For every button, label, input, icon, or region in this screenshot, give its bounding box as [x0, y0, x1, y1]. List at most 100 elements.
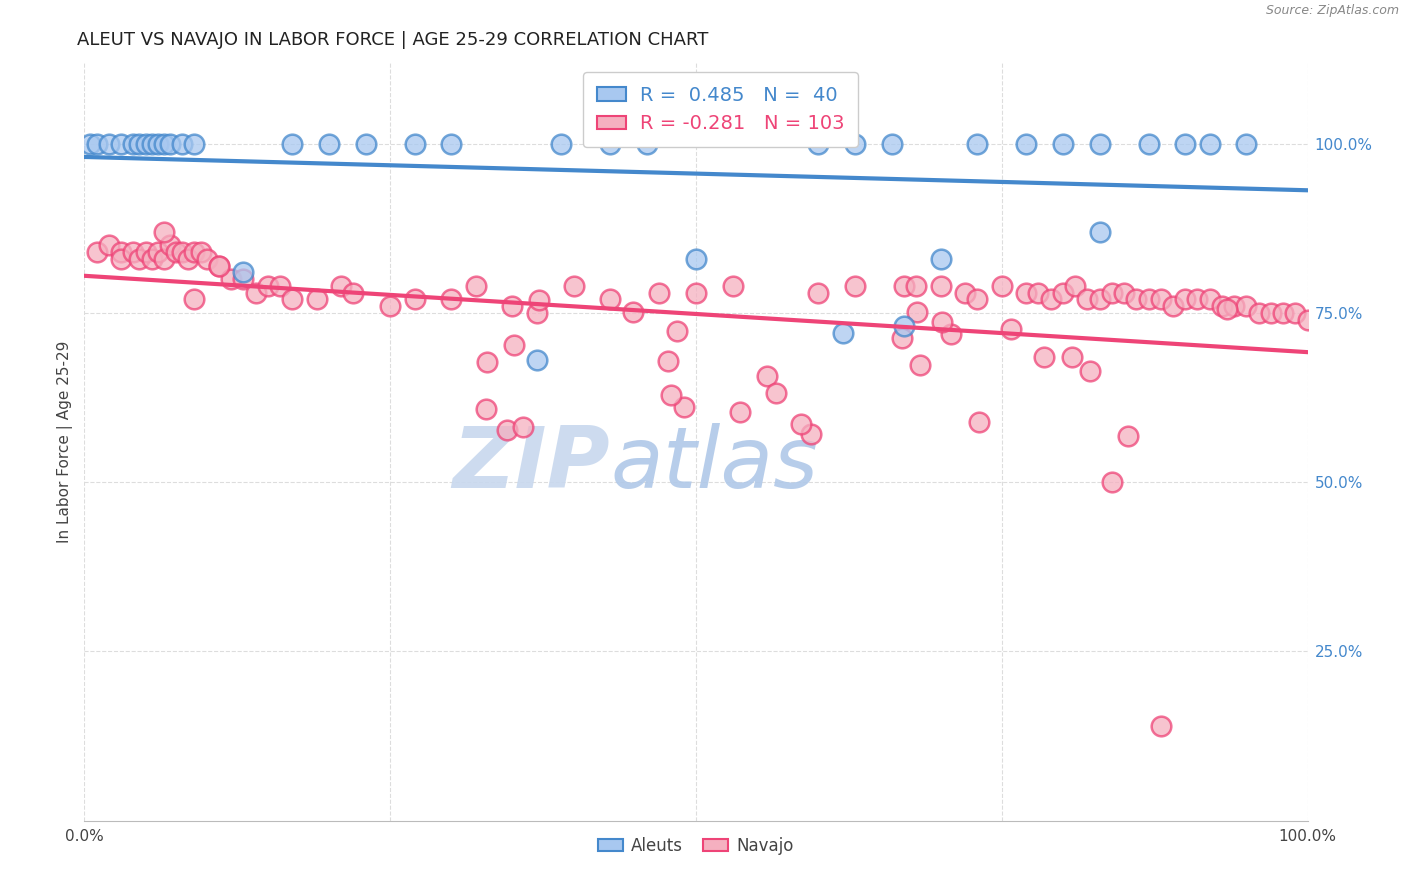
Point: [963, 310, 986, 325]
Point: [1028, 285, 1050, 300]
Point: [183, 293, 205, 307]
Text: atlas: atlas: [610, 423, 818, 506]
Point: [1247, 306, 1270, 320]
Point: [1125, 293, 1147, 307]
Point: [749, 355, 772, 369]
Point: [281, 293, 304, 307]
Point: [1260, 306, 1282, 320]
Point: [980, 358, 1002, 372]
Point: [550, 136, 572, 151]
Point: [208, 259, 231, 273]
Point: [172, 136, 194, 151]
Point: [905, 278, 928, 293]
Point: [1174, 136, 1197, 151]
Point: [810, 428, 832, 442]
Point: [735, 350, 758, 364]
Point: [640, 311, 662, 326]
Point: [305, 293, 328, 307]
Point: [540, 352, 562, 367]
Point: [257, 278, 280, 293]
Point: [1114, 285, 1136, 300]
Point: [172, 244, 194, 259]
Point: [165, 244, 187, 259]
Point: [1137, 293, 1160, 307]
Point: [153, 252, 176, 266]
Point: [1223, 299, 1246, 313]
Point: [159, 238, 181, 252]
Point: [475, 405, 498, 419]
Point: [1088, 136, 1111, 151]
Point: [599, 136, 621, 151]
Point: [1088, 409, 1111, 423]
Point: [807, 285, 830, 300]
Point: [1088, 225, 1111, 239]
Legend: Aleuts, Navajo: Aleuts, Navajo: [592, 830, 800, 862]
Point: [1211, 299, 1233, 313]
Point: [1015, 136, 1038, 151]
Point: [1150, 719, 1173, 733]
Point: [159, 136, 181, 151]
Point: [281, 136, 304, 151]
Point: [146, 136, 169, 151]
Point: [110, 252, 132, 266]
Point: [799, 373, 821, 387]
Point: [648, 285, 671, 300]
Point: [440, 293, 463, 307]
Point: [1101, 475, 1123, 490]
Point: [748, 385, 770, 400]
Point: [636, 136, 658, 151]
Point: [1174, 293, 1197, 307]
Point: [526, 353, 548, 368]
Point: [135, 244, 157, 259]
Point: [1161, 299, 1184, 313]
Point: [956, 413, 979, 427]
Point: [122, 136, 145, 151]
Point: [1187, 293, 1209, 307]
Point: [1052, 136, 1074, 151]
Point: [1296, 312, 1319, 326]
Point: [122, 244, 145, 259]
Point: [1076, 293, 1098, 307]
Point: [1236, 136, 1258, 151]
Point: [1219, 288, 1241, 302]
Point: [153, 136, 176, 151]
Point: [177, 252, 200, 266]
Point: [269, 278, 291, 293]
Point: [721, 278, 744, 293]
Point: [526, 306, 548, 320]
Point: [110, 136, 132, 151]
Point: [844, 278, 866, 293]
Point: [146, 244, 169, 259]
Point: [110, 244, 132, 259]
Point: [1064, 278, 1087, 293]
Point: [232, 265, 254, 279]
Point: [1101, 285, 1123, 300]
Point: [440, 136, 463, 151]
Point: [1015, 285, 1038, 300]
Point: [354, 136, 377, 151]
Point: [1272, 306, 1295, 320]
Point: [465, 328, 488, 343]
Point: [929, 252, 952, 266]
Point: [330, 278, 353, 293]
Point: [128, 136, 150, 151]
Point: [190, 244, 212, 259]
Point: [318, 136, 340, 151]
Point: [966, 136, 988, 151]
Point: [1284, 306, 1306, 320]
Point: [991, 278, 1014, 293]
Point: [97, 238, 120, 252]
Point: [219, 272, 242, 286]
Text: Source: ZipAtlas.com: Source: ZipAtlas.com: [1265, 4, 1399, 18]
Point: [685, 285, 707, 300]
Text: ALEUT VS NAVAJO IN LABOR FORCE | AGE 25-29 CORRELATION CHART: ALEUT VS NAVAJO IN LABOR FORCE | AGE 25-…: [77, 31, 709, 49]
Point: [844, 136, 866, 151]
Point: [591, 348, 613, 362]
Point: [1198, 136, 1220, 151]
Point: [880, 136, 903, 151]
Point: [567, 310, 589, 324]
Point: [893, 278, 915, 293]
Point: [86, 136, 108, 151]
Point: [1088, 293, 1111, 307]
Point: [1052, 285, 1074, 300]
